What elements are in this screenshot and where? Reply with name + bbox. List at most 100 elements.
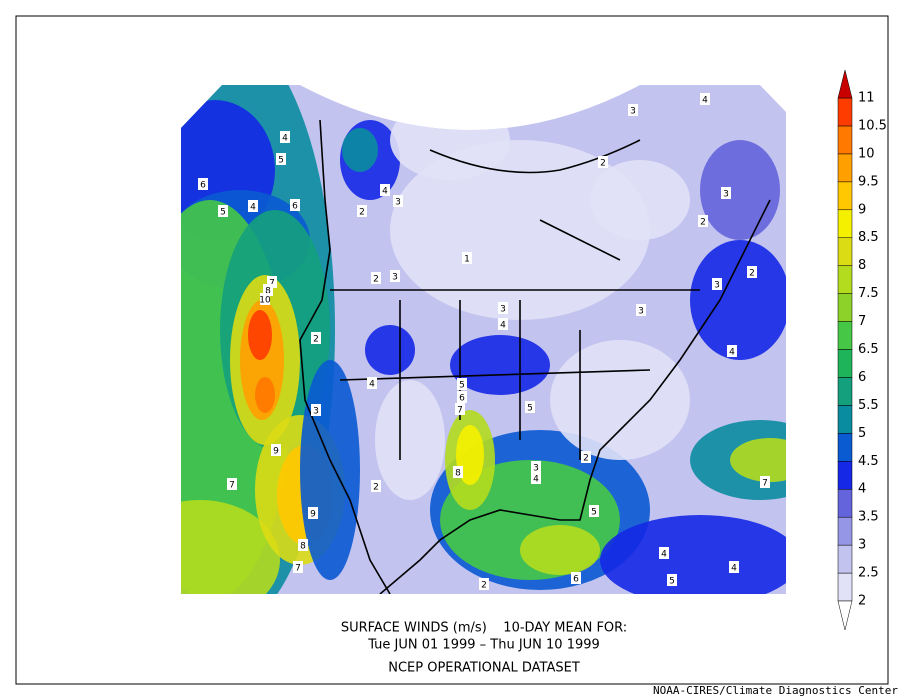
- wind-region: [390, 100, 510, 180]
- contour-label-box: [218, 205, 228, 217]
- contour-label-box: [581, 451, 591, 463]
- contour-label-box: [525, 401, 535, 413]
- colorbar-swatch: [837, 405, 853, 434]
- contour-label: 2: [749, 269, 755, 279]
- contour-label-box: [667, 574, 677, 586]
- contour-label: 5: [669, 577, 675, 587]
- colorbar-swatch: [837, 321, 853, 350]
- colorbar-tick-label: 3: [858, 538, 866, 553]
- colorbar-tick-label: 8.5: [858, 230, 879, 245]
- colorbar-swatch: [837, 293, 853, 322]
- colorbar-swatch: [837, 516, 853, 546]
- contour-label: 8: [265, 287, 271, 297]
- colorbar-tick-label: 10: [858, 146, 875, 161]
- contour-label: 3: [313, 407, 319, 417]
- contour-label-box: [531, 472, 541, 484]
- colorbar-tick-label: 6: [858, 370, 866, 385]
- contour-label-box: [371, 272, 381, 284]
- contour-label-box: [462, 252, 472, 264]
- wind-region: [590, 160, 690, 240]
- colorbar-tick-label: 11: [858, 91, 875, 106]
- contour-label-box: [276, 153, 286, 165]
- contour-label: 7: [229, 481, 235, 491]
- contour-label: 2: [373, 275, 379, 285]
- contour-label: 5: [220, 208, 226, 218]
- colorbar-swatch: [837, 265, 853, 294]
- contour-label: 5: [591, 508, 597, 518]
- contour-label: 9: [273, 447, 279, 457]
- contour-label: 5: [527, 404, 533, 414]
- contour-label-box: [290, 199, 300, 211]
- colorbar-tick-label: 5: [858, 426, 866, 441]
- wind-region: [600, 515, 786, 594]
- contour-label-box: [453, 466, 463, 478]
- contour-label-box: [271, 444, 281, 456]
- contour-label-box: [311, 404, 321, 416]
- contour-label: 4: [729, 348, 735, 358]
- contour-label: 2: [700, 218, 706, 228]
- colorbar-swatch: [837, 377, 853, 406]
- colorbar-swatch: [837, 97, 853, 127]
- contour-label: 3: [723, 190, 729, 200]
- contour-label-box: [727, 345, 737, 357]
- contour-label-box: [298, 539, 308, 551]
- contour-label: 4: [282, 134, 288, 144]
- contour-label: 4: [382, 187, 388, 197]
- contour-label-box: [628, 104, 638, 116]
- contour-label-box: [371, 480, 381, 492]
- wind-region: [300, 360, 360, 580]
- contour-label: 3: [714, 281, 720, 291]
- colorbar-swatch: [837, 433, 853, 462]
- wind-region: [255, 377, 275, 413]
- contour-label-box: [659, 547, 669, 559]
- contour-label-box: [698, 215, 708, 227]
- contour-label: 4: [702, 96, 708, 106]
- contour-label: 5: [459, 381, 465, 391]
- contour-label: 3: [638, 307, 644, 317]
- contour-label-box: [457, 391, 467, 403]
- contour-label-box: [311, 332, 321, 344]
- contour-label: 7: [295, 564, 301, 574]
- coastlines: [299, 119, 771, 594]
- wind-region: [390, 140, 650, 320]
- wind-region: [690, 240, 786, 360]
- contour-label-box: [531, 461, 541, 473]
- contour-label-box: [479, 578, 489, 590]
- contour-label-box: [747, 266, 757, 278]
- colorbar: 2 2.5 3 3.5 4 4.5 5 5.5 6 6.5 7 7.5 8 8.5 9 9.5 10 10.5 11: [837, 69, 887, 631]
- colorbar-under: [837, 600, 853, 631]
- contour-label-box: [260, 293, 270, 305]
- contour-label: 2: [481, 581, 487, 591]
- contour-label-box: [393, 195, 403, 207]
- contour-label-box: [700, 93, 710, 105]
- colorbar-swatch: [837, 544, 853, 574]
- colorbar-tick-label: 3.5: [858, 510, 879, 525]
- colorbar-swatch: [837, 572, 853, 602]
- contour-label: 4: [731, 564, 737, 574]
- colorbar-tick-label: 8: [858, 258, 866, 273]
- contour-label-box: [293, 561, 303, 573]
- wind-region: [550, 340, 690, 460]
- contour-label: 6: [200, 181, 206, 191]
- contour-label: 3: [392, 273, 398, 283]
- wind-region: [248, 310, 272, 360]
- contour-label: 7: [457, 406, 463, 416]
- colorbar-swatch: [837, 461, 853, 490]
- contour-label: 5: [278, 156, 284, 166]
- colorbar-tick-label: 10.5: [858, 118, 887, 133]
- wind-region: [365, 325, 415, 375]
- contour-label: 7: [762, 479, 768, 489]
- caption-line: Tue JUN 01 1999 – Thu JUN 10 1999: [367, 638, 600, 653]
- contour-label: 3: [500, 305, 506, 315]
- contour-label-box: [227, 478, 237, 490]
- contour-label-box: [457, 378, 467, 390]
- wind-region: [450, 335, 550, 395]
- contour-label-box: [455, 403, 465, 415]
- contour-label: 8: [455, 469, 461, 479]
- colorbar-tick-label: 2: [858, 594, 866, 609]
- wind-region: [730, 438, 786, 482]
- colorbar-swatch: [837, 349, 853, 378]
- frame: [15, 15, 889, 685]
- contour-label: 10: [259, 296, 271, 306]
